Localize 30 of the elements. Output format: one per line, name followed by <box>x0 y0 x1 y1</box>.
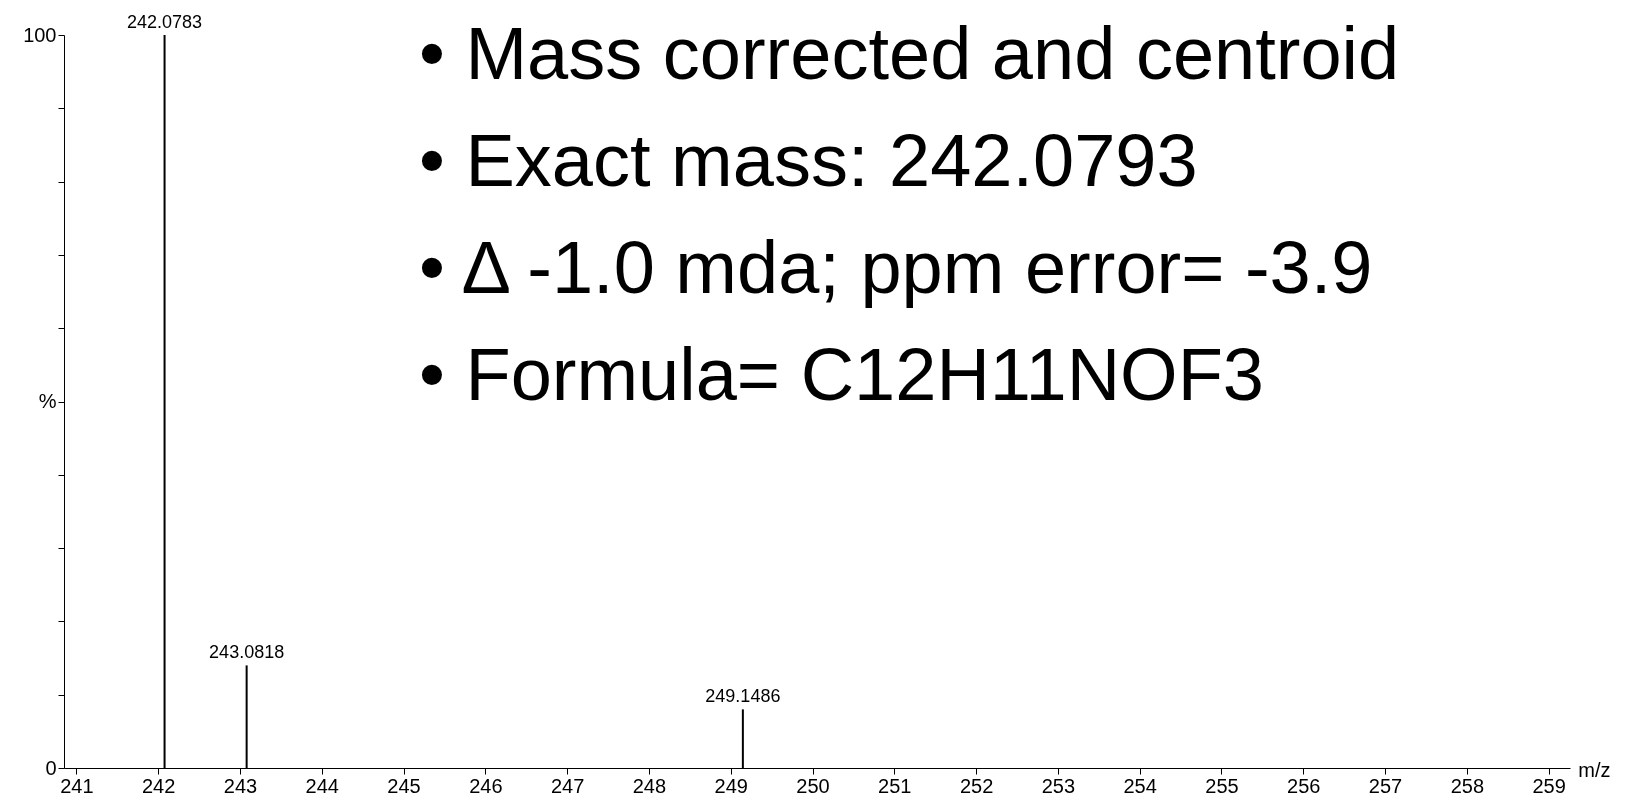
x-tick-label: 250 <box>796 774 830 797</box>
x-tick-label: 249 <box>714 774 748 797</box>
annotation: • Formula= C12H11NOF3 <box>419 333 1265 416</box>
x-tick-label: 254 <box>1123 774 1157 797</box>
y-tick-label: % <box>38 390 57 412</box>
y-tick-label: 100 <box>23 23 57 46</box>
x-tick-label: 246 <box>469 774 503 797</box>
x-tick-label: 241 <box>60 774 94 797</box>
annotation: 242.0783 <box>127 12 203 32</box>
annotation: • Δ -1.0 mda; ppm error= -3.9 <box>419 226 1373 309</box>
x-tick-label: 251 <box>878 774 912 797</box>
annotation: • Exact mass: 242.0793 <box>419 119 1198 202</box>
x-tick-label: 242 <box>141 774 176 797</box>
x-tick-label: 258 <box>1450 774 1485 797</box>
x-tick-label: 243 <box>223 774 258 797</box>
x-tick-label: 259 <box>1532 774 1566 797</box>
annotation: 249.1486 <box>705 686 781 707</box>
x-tick-label: 256 <box>1287 774 1321 797</box>
annotation: 243.0818 <box>209 642 285 663</box>
x-tick-label: 252 <box>959 774 994 797</box>
x-tick-label: 253 <box>1041 774 1076 797</box>
x-tick-label: 244 <box>305 774 339 797</box>
x-tick-label: 255 <box>1205 774 1239 797</box>
annotation: • Mass corrected and centroid <box>419 12 1400 95</box>
x-tick-label: 245 <box>387 774 421 797</box>
x-tick-label: 248 <box>632 774 667 797</box>
x-axis-title: m/z <box>1578 758 1611 781</box>
x-tick-label: 247 <box>550 774 585 797</box>
x-tick-label: 257 <box>1368 774 1403 797</box>
y-tick-label: 0 <box>45 756 57 779</box>
